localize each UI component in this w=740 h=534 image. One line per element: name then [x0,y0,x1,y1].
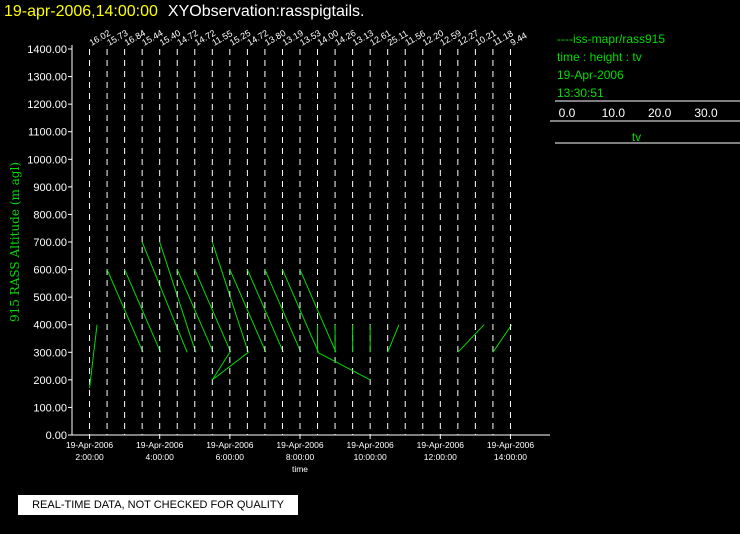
y-tick-label: 400.00 [33,320,67,332]
y-tick-label: 1300.00 [27,72,67,84]
x-tick-time: 4:00:00 [146,452,175,462]
x-tick-date: 19-Apr-2006 [417,440,465,450]
tv-scale-label: tv [632,130,641,144]
legend: ----iss-mapr/rass915 time : height : tv … [557,30,665,102]
x-tick-time: 8:00:00 [286,452,315,462]
page-title: 19-apr-2006,14:00:00 XYObservation:rasspi… [4,3,364,21]
profile-trace [282,269,319,353]
profile-trace [106,269,144,353]
profile-trace [246,269,284,353]
y-tick-label: 1100.00 [28,127,67,139]
x-tick-date: 19-Apr-2006 [136,440,184,450]
profile-trace [194,269,232,353]
profile-trace [159,241,197,353]
tv-scale-tick-label: 20.0 [648,106,672,120]
profile-trace [211,241,249,381]
legend-date: 19-Apr-2006 [557,68,624,82]
y-tick-label: 1200.00 [27,99,67,111]
legend-series: ----iss-mapr/rass915 [557,32,666,46]
tv-scale-tick-label: 0.0 [559,106,576,120]
profile-trace [387,324,400,353]
y-tick-label: 1000.00 [27,154,67,166]
y-tick-label: 600.00 [33,265,67,277]
profile-trace [264,269,302,353]
legend-time: 13:30:51 [557,86,604,100]
x-tick-time: 12:00:00 [424,452,457,462]
link-trace [317,351,371,381]
y-tick-label: 200.00 [33,375,67,387]
y-tick-label: 500.00 [33,292,67,304]
y-tick-label: 100.00 [33,402,67,414]
y-tick-label: 300.00 [33,347,67,359]
x-tick-date: 19-Apr-2006 [66,440,114,450]
legend-axes-desc: time : height : tv [557,50,642,64]
tv-scale-tick-label: 10.0 [602,106,626,120]
y-tick-label: 900.00 [33,182,67,194]
y-tick-label: 700.00 [33,237,67,249]
y-tick-label: 1400.00 [27,44,67,56]
link-trace [211,352,231,381]
y-tick-label: 800.00 [33,209,67,221]
profile-trace [492,324,513,353]
profile-trace [457,324,485,353]
profile-trace [141,241,188,353]
profile-trace [229,269,267,353]
profile-trace [89,324,98,389]
title-observation: XYObservation:rasspigtails. [167,3,365,20]
x-tick-date: 19-Apr-2006 [206,440,254,450]
x-tick-date: 19-Apr-2006 [487,440,535,450]
x-axis-label: time [292,464,308,474]
profile-trace [299,269,337,353]
x-tick-time: 10:00:00 [354,452,387,462]
x-tick-time: 14:00:00 [494,452,527,462]
title-datetime: 19-apr-2006,14:00:00 [4,3,158,20]
x-tick-date: 19-Apr-2006 [347,440,395,450]
y-axis-label: 915 RASS Altitude (m agl) [8,162,22,322]
x-tick-time: 2:00:00 [75,452,104,462]
profile-trace [124,269,162,353]
x-tick-time: 6:00:00 [216,452,245,462]
quality-note: REAL-TIME DATA, NOT CHECKED FOR QUALITY [18,495,298,515]
profile-trace [176,269,214,353]
tv-scale-tick-label: 30.0 [694,106,718,120]
y-tick-label: 0.00 [46,430,67,442]
x-tick-date: 19-Apr-2006 [276,440,324,450]
